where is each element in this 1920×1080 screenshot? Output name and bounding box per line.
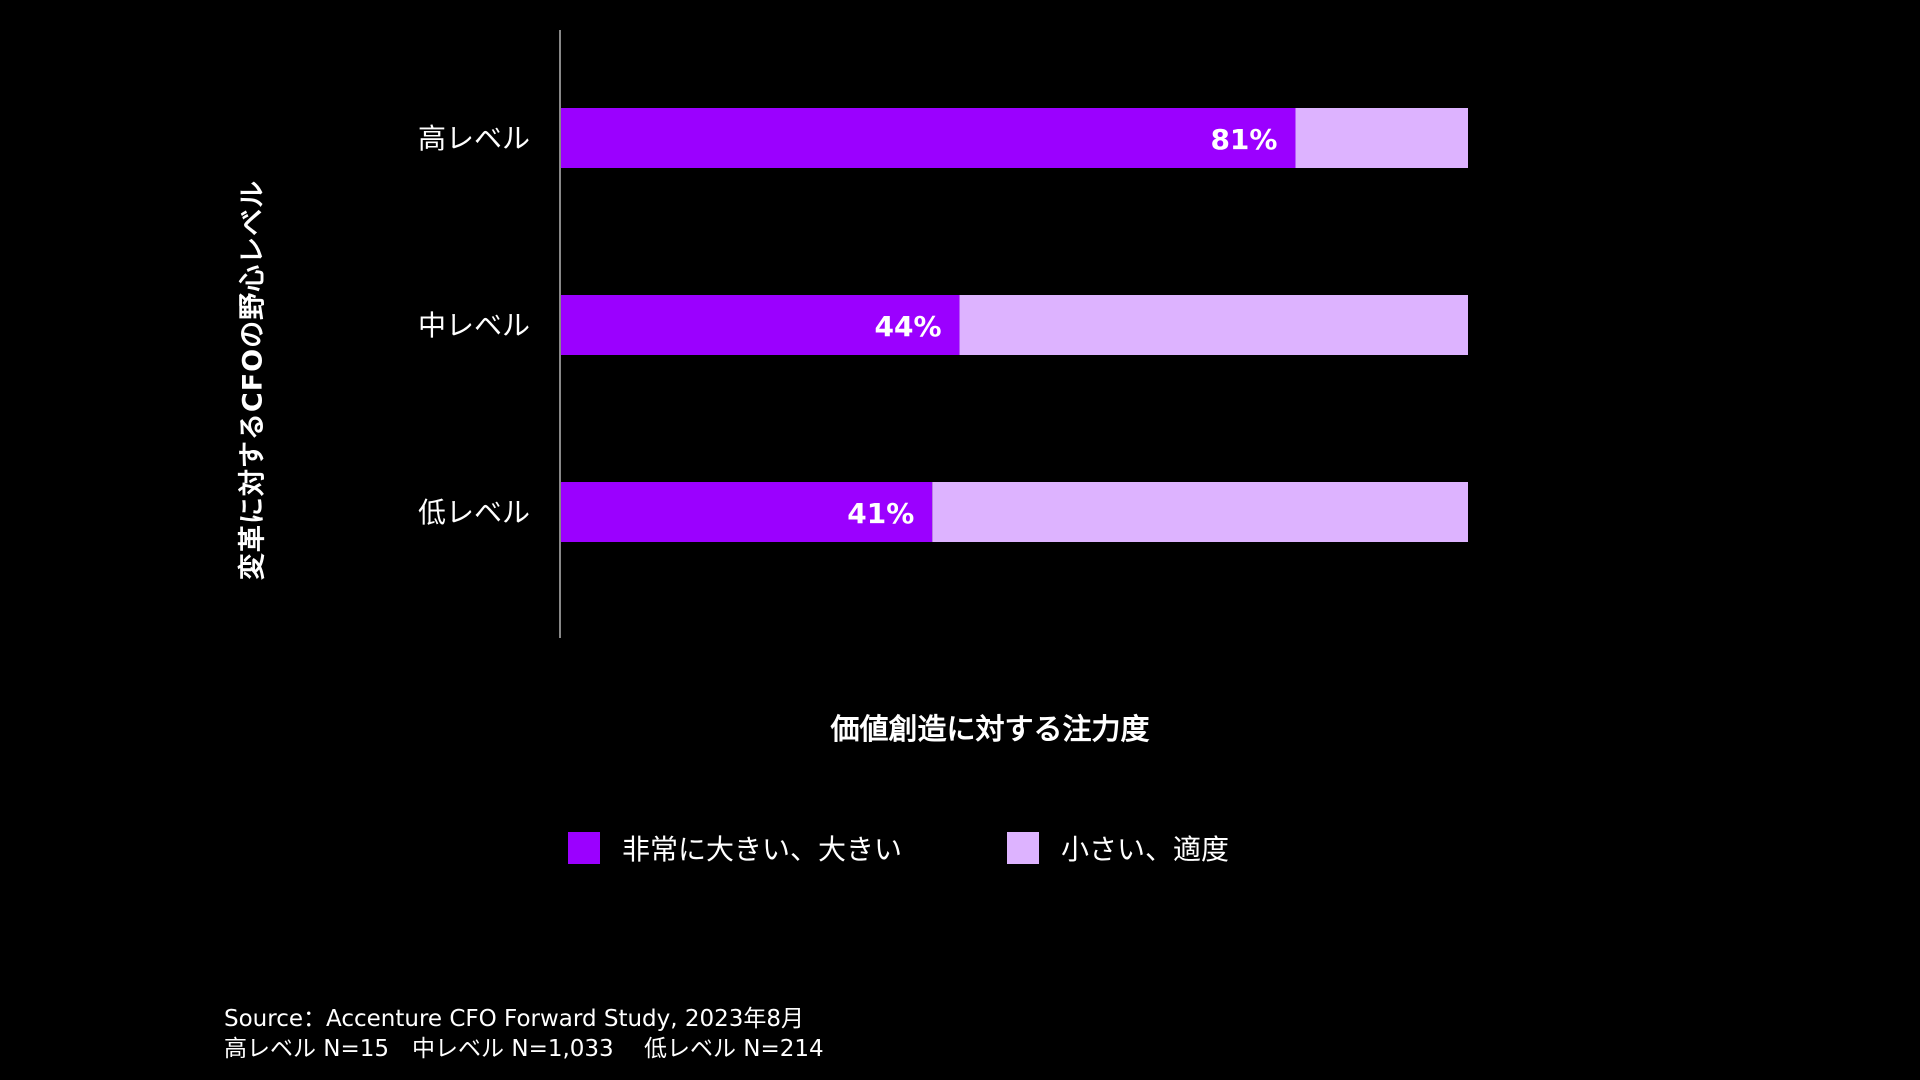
- sample-size-line: 高レベル N=15 中レベル N=1,033 低レベル N=214: [224, 1036, 824, 1062]
- legend: 非常に大きい、大きい 小さい、適度: [568, 828, 1334, 868]
- bar-2-1: [1295, 108, 1468, 168]
- data-label-1: 81%: [1210, 123, 1277, 156]
- y-axis-title: 変革に対するCFOの野心レベル: [237, 179, 269, 581]
- bar-2-2: [959, 295, 1468, 355]
- category-label-2: 中レベル: [418, 309, 530, 342]
- x-axis-title: 価値創造に対する注力度: [830, 712, 1150, 746]
- category-label-1: 高レベル: [418, 122, 530, 155]
- bar-1-1: [560, 108, 1296, 168]
- legend-label-series-1: 非常に大きい、大きい: [622, 833, 903, 866]
- source-note: Source：Accenture CFO Forward Study, 2023…: [224, 1004, 824, 1064]
- source-line: Source：Accenture CFO Forward Study, 2023…: [224, 1006, 805, 1032]
- legend-label-series-2: 小さい、適度: [1061, 833, 1230, 866]
- legend-item-series-1: 非常に大きい、大きい: [568, 828, 902, 868]
- bar-2-3: [932, 482, 1468, 542]
- legend-swatch-series-1: [568, 832, 600, 864]
- category-label-3: 低レベル: [418, 496, 530, 529]
- bar-1-3: [560, 482, 933, 542]
- data-label-2: 44%: [874, 310, 941, 343]
- data-label-3: 41%: [847, 497, 914, 530]
- legend-swatch-series-2: [1007, 832, 1040, 864]
- legend-item-series-2: 小さい、適度: [1007, 828, 1229, 868]
- bar-1-2: [560, 295, 960, 355]
